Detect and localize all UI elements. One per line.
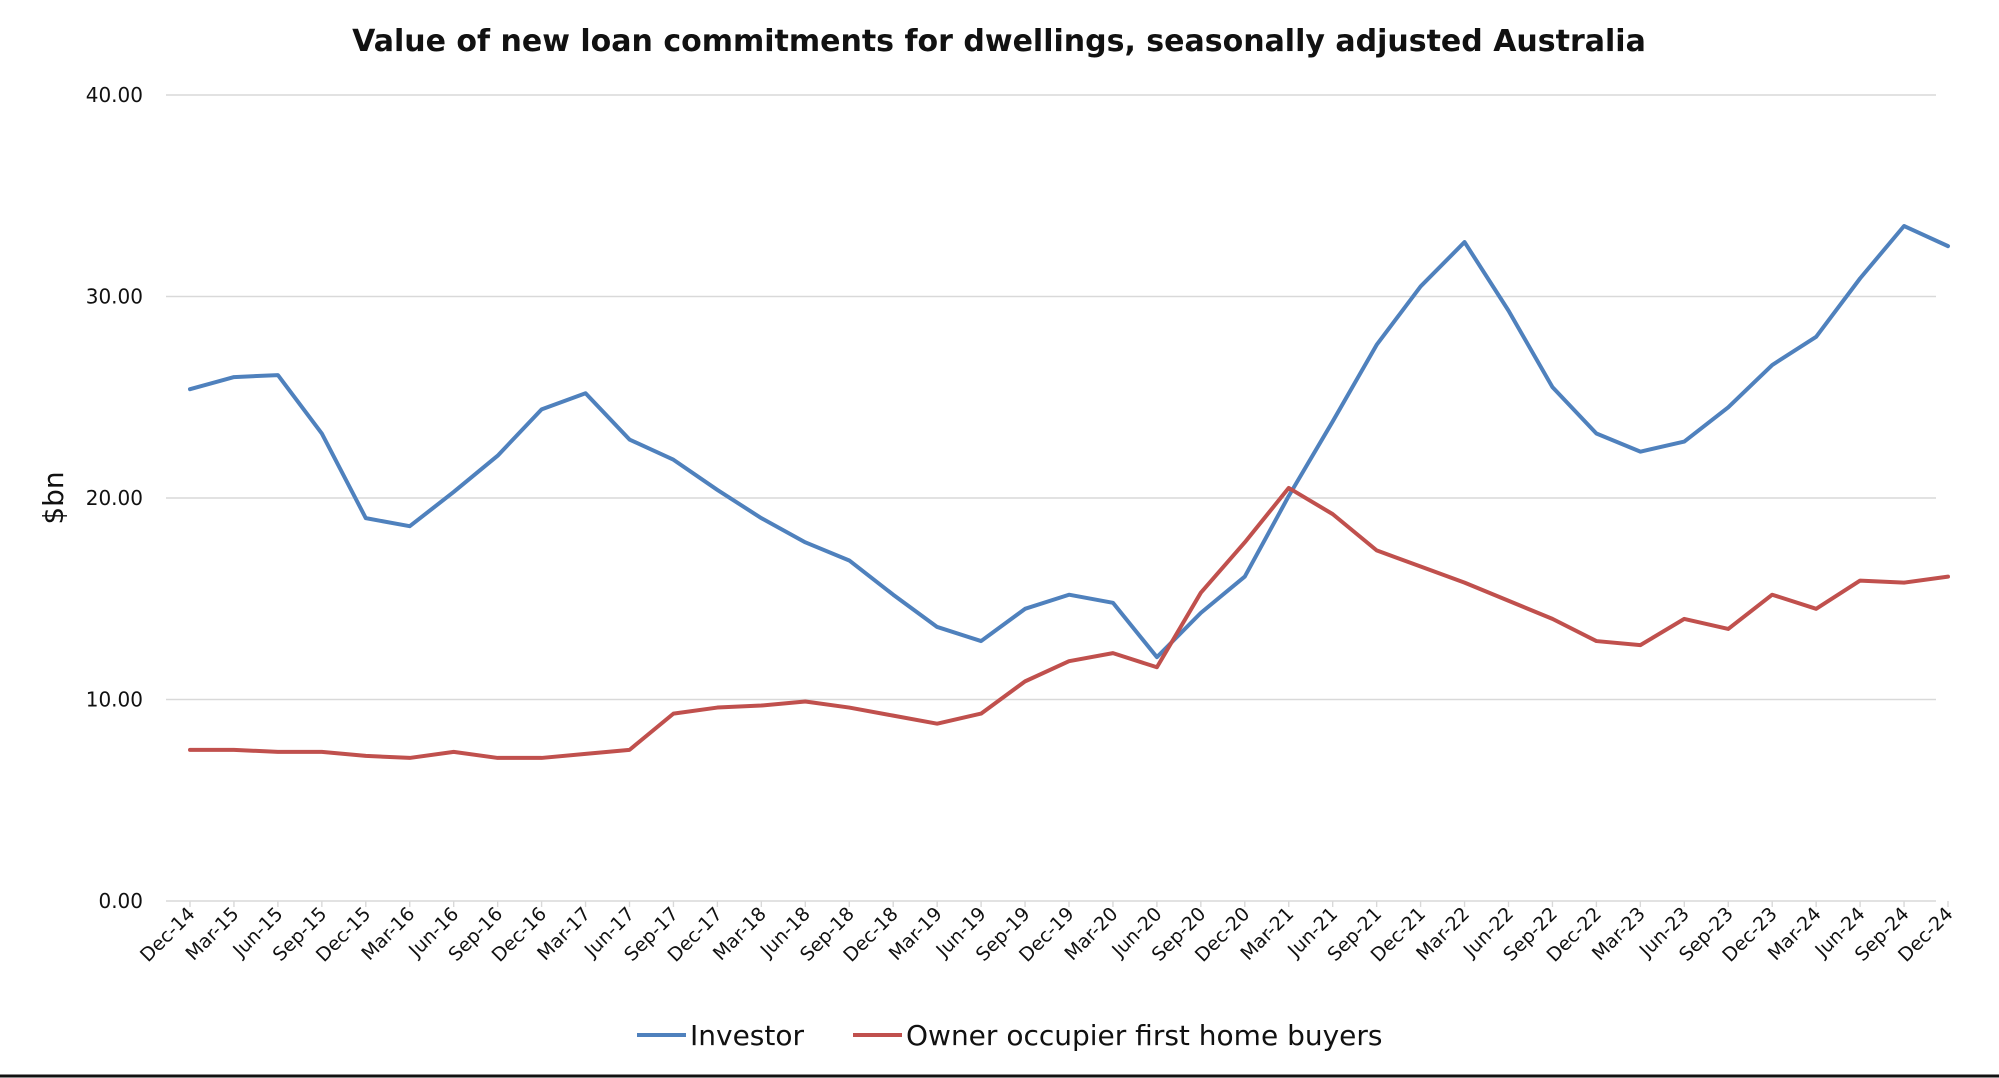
gridlines bbox=[166, 94, 1936, 902]
legend-label: Investor bbox=[690, 1019, 804, 1052]
series-layer bbox=[188, 223, 1950, 760]
y-axis: 0.00 10.00 20.00 30.00 40.00 bbox=[86, 83, 143, 913]
y-tick-label: 20.00 bbox=[86, 486, 143, 510]
x-axis: Dec-14Mar-15Jun-15Sep-15Dec-15Mar-16Jun-… bbox=[136, 901, 1958, 966]
y-axis-title: $bn bbox=[37, 471, 70, 524]
legend: Investor Owner occupier first home buyers bbox=[637, 1019, 1383, 1052]
y-tick-label: 10.00 bbox=[86, 688, 143, 712]
legend-item: Investor bbox=[637, 1019, 804, 1052]
y-tick-label: 0.00 bbox=[98, 889, 143, 913]
chart-title: Value of new loan commitments for dwelli… bbox=[352, 24, 1646, 59]
plot-area: 0.00 10.00 20.00 30.00 40.00 Dec-14Mar-15Jun… bbox=[86, 83, 1958, 966]
series-line-owner-occupier-first-home-buyers bbox=[188, 485, 1950, 760]
y-tick-label: 40.00 bbox=[86, 83, 143, 107]
legend-label: Owner occupier first home buyers bbox=[906, 1019, 1383, 1052]
y-tick-label: 30.00 bbox=[86, 285, 143, 309]
legend-item: Owner occupier first home buyers bbox=[853, 1019, 1383, 1052]
